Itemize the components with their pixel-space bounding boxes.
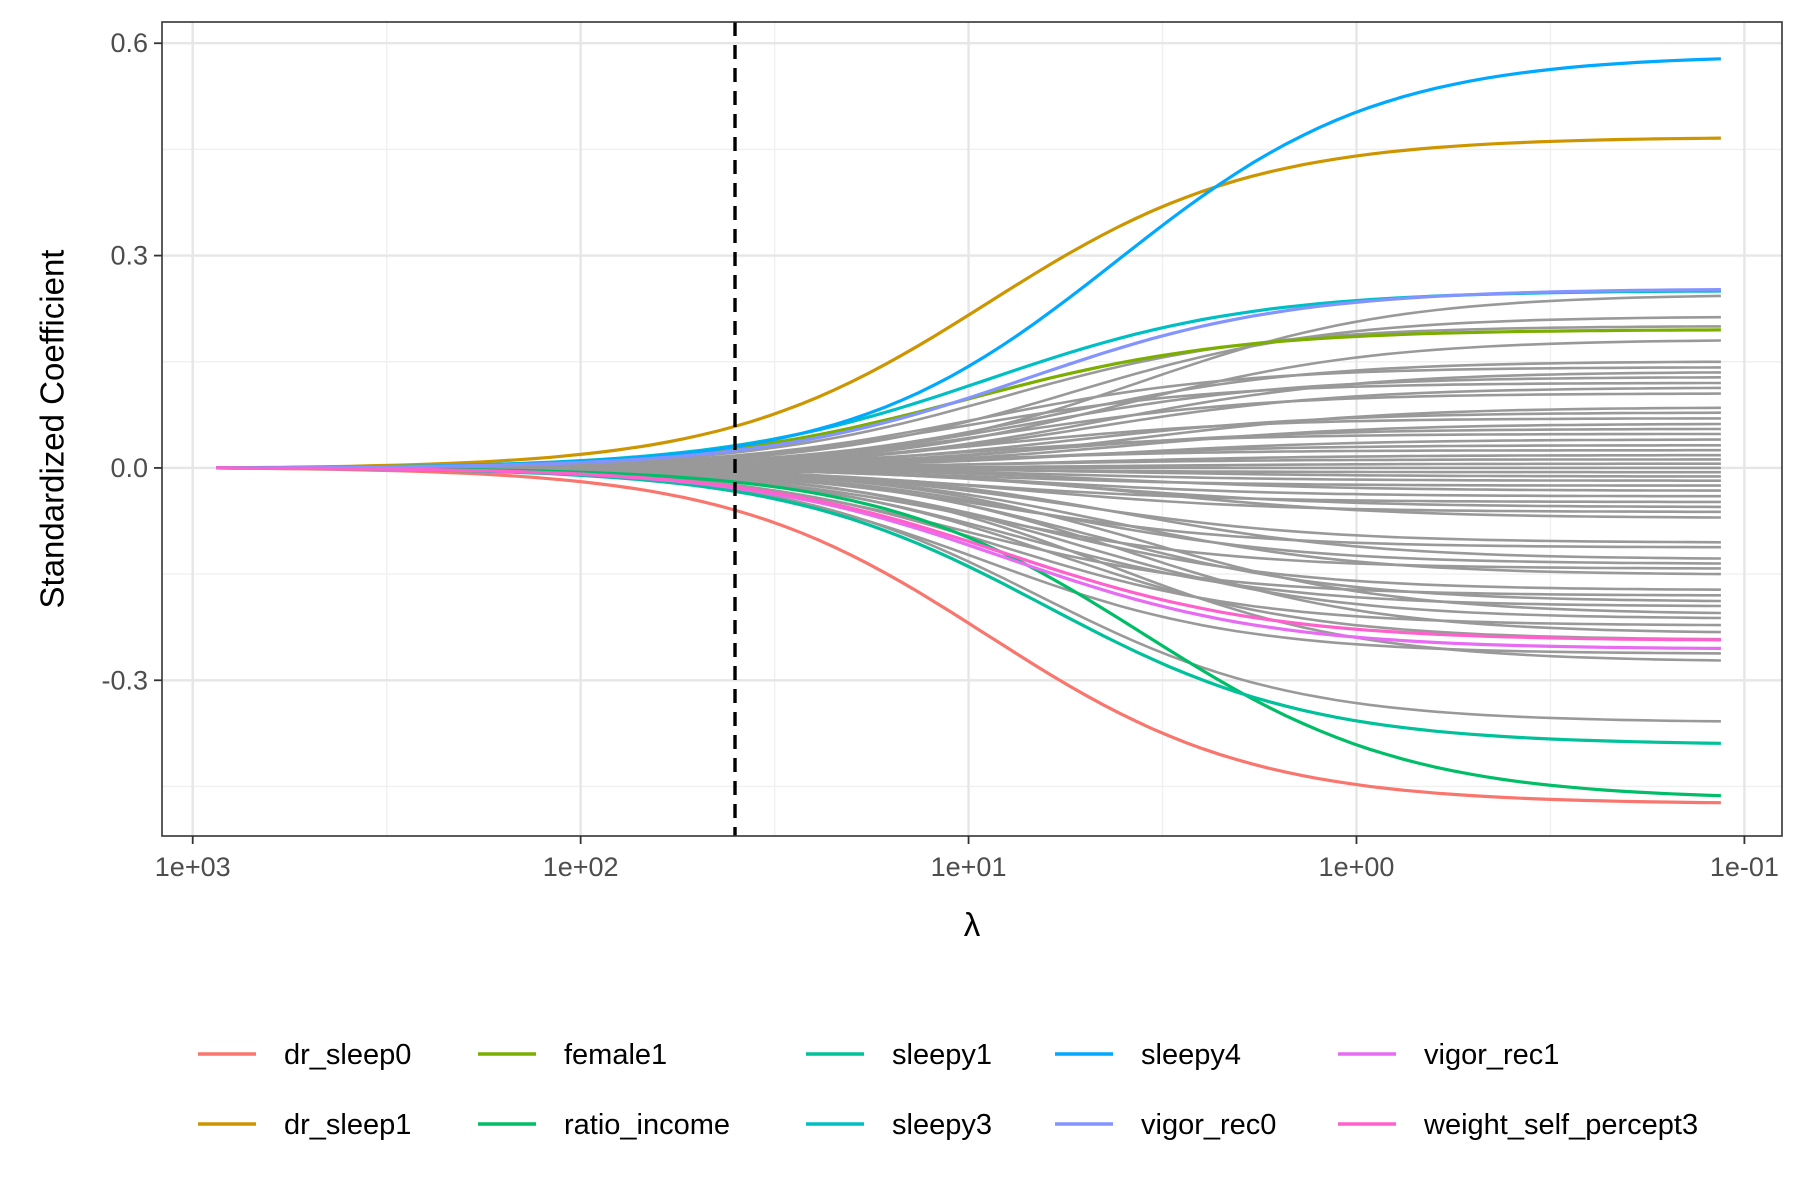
x-axis-title: λ: [964, 906, 981, 943]
legend-label-female1: female1: [564, 1039, 667, 1071]
x-tick-label: 1e+03: [155, 852, 231, 882]
legend-label-dr_sleep1: dr_sleep1: [284, 1109, 411, 1141]
legend-label-vigor_rec1: vigor_rec1: [1424, 1039, 1559, 1071]
legend-label-sleepy4: sleepy4: [1141, 1039, 1241, 1071]
legend-label-sleepy1: sleepy1: [892, 1039, 992, 1071]
y-tick-label: -0.3: [101, 665, 148, 695]
legend-label-ratio_income: ratio_income: [564, 1109, 730, 1141]
y-tick-label: 0.0: [110, 453, 148, 483]
x-tick-label: 1e+00: [1319, 852, 1395, 882]
series-line-vigor_rec0: [216, 288, 1721, 470]
x-tick-label: 1e+02: [543, 852, 619, 882]
legend-label-weight_self_percept3: weight_self_percept3: [1423, 1109, 1698, 1141]
series-line-weight_self_percept3: [216, 466, 1721, 642]
series-line-dr_sleep0: [216, 466, 1721, 805]
series-highlight: [216, 57, 1721, 805]
x-axis-ticks: 1e+03 1e+02 1e+01 1e+00 1e-01: [155, 836, 1779, 882]
y-axis-title: Standardized Coefficient: [34, 250, 71, 609]
x-tick-label: 1e+01: [931, 852, 1007, 882]
y-tick-label: 0.3: [110, 241, 148, 271]
y-axis-ticks: 0.6 0.3 0.0 -0.3: [101, 28, 162, 695]
grid-major: [162, 22, 1782, 836]
panel-border: [161, 21, 1783, 837]
legend-label-dr_sleep0: dr_sleep0: [284, 1039, 411, 1071]
grid-minor: [162, 22, 1782, 836]
x-tick-label: 1e-01: [1710, 852, 1779, 882]
legend: dr_sleep0 dr_sleep1 female1 ratio_income sle…: [198, 1039, 1698, 1141]
y-tick-label: 0.6: [110, 28, 148, 58]
legend-label-vigor_rec0: vigor_rec0: [1141, 1109, 1276, 1141]
series-line-dr_sleep1: [216, 136, 1721, 470]
legend-label-sleepy3: sleepy3: [892, 1109, 992, 1141]
